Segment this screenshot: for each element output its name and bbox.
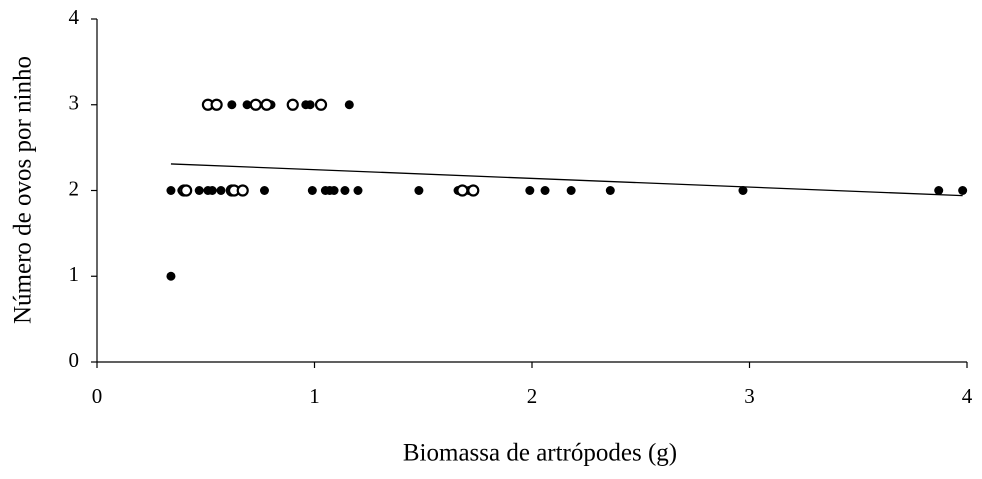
filled-point bbox=[414, 186, 424, 195]
filled-point bbox=[958, 186, 968, 195]
filled-point bbox=[242, 100, 252, 110]
x-tick-label: 3 bbox=[744, 384, 755, 408]
x-tick-label: 1 bbox=[309, 384, 320, 408]
y-axis-label: Número de ovos por ninho bbox=[10, 56, 37, 324]
filled-point bbox=[216, 186, 226, 195]
open-point bbox=[210, 98, 223, 111]
x-tick-label: 4 bbox=[962, 384, 973, 408]
filled-point bbox=[566, 186, 576, 195]
filled-point bbox=[166, 271, 176, 281]
filled-point bbox=[166, 186, 176, 195]
filled-point bbox=[259, 186, 269, 195]
y-tick-label: 0 bbox=[69, 348, 80, 372]
open-point bbox=[236, 184, 249, 197]
x-tick-label: 2 bbox=[527, 384, 538, 408]
filled-point bbox=[540, 186, 550, 195]
filled-point bbox=[344, 100, 354, 110]
filled-point bbox=[934, 186, 944, 195]
y-tick-label: 2 bbox=[69, 176, 80, 200]
filled-point bbox=[738, 186, 748, 195]
filled-point bbox=[305, 100, 315, 110]
open-point bbox=[467, 184, 480, 197]
filled-point bbox=[207, 186, 217, 195]
y-tick-label: 4 bbox=[69, 5, 80, 29]
open-point bbox=[286, 98, 299, 111]
open-point bbox=[180, 184, 193, 197]
open-point bbox=[249, 98, 262, 111]
trend-line bbox=[170, 163, 963, 197]
filled-point bbox=[307, 186, 317, 195]
y-tick-label: 1 bbox=[69, 262, 80, 286]
open-point bbox=[260, 98, 273, 111]
open-point bbox=[314, 98, 328, 111]
x-tick-label: 0 bbox=[92, 384, 103, 408]
x-axis-label: Biomassa de artrópodes (g) bbox=[403, 440, 677, 467]
filled-point bbox=[227, 100, 237, 110]
open-point bbox=[456, 184, 469, 197]
filled-point bbox=[525, 186, 535, 195]
filled-point bbox=[194, 186, 204, 195]
y-tick-label: 3 bbox=[69, 91, 80, 115]
filled-point bbox=[353, 186, 363, 195]
filled-point bbox=[340, 186, 350, 195]
filled-point bbox=[605, 186, 615, 195]
filled-point bbox=[329, 186, 339, 195]
